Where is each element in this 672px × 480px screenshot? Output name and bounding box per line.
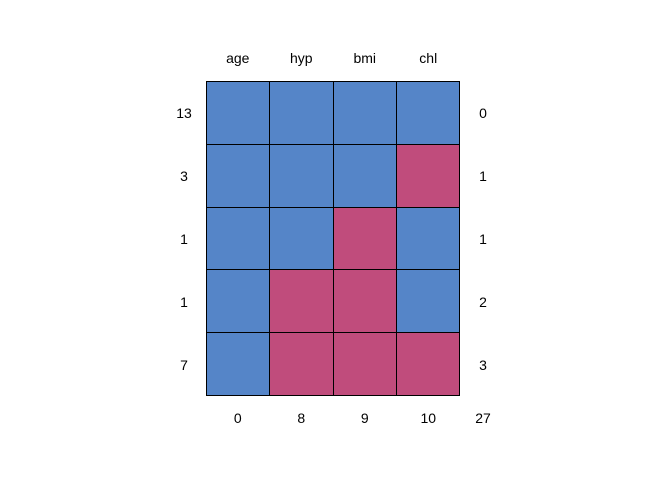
pattern-cell-observed [207,333,270,395]
pattern-cell-observed [207,270,270,333]
pattern-cell-observed [396,82,459,144]
row-missing-count-label: 1 [479,167,487,184]
pattern-cell-observed [396,207,459,270]
column-headers: age hyp bmi chl [206,48,460,68]
column-header: chl [419,50,438,66]
row-frequency-label: 7 [180,356,188,373]
column-missing-count-label: 0 [233,410,242,426]
column-missing-count-labels: 0 8 9 10 [206,408,460,428]
column-header: age [226,50,250,66]
column-missing-count-label: 8 [297,410,306,426]
pattern-grid [206,81,460,396]
column-missing-count-label: 10 [420,410,437,426]
pattern-cell-observed [207,82,270,144]
column-header: hyp [289,50,313,66]
row-missing-count-label: 3 [479,356,487,373]
total-missing-label: 27 [475,410,491,426]
pattern-cell-missing [270,333,333,395]
pattern-cell-observed [270,82,333,144]
pattern-cell-observed [270,144,333,207]
column-missing-count-label: 9 [360,410,369,426]
pattern-cell-missing [333,270,396,333]
row-frequency-label: 13 [176,104,192,121]
pattern-cell-missing [270,270,333,333]
row-missing-count-label: 1 [479,230,487,247]
pattern-cell-missing [396,333,459,395]
pattern-cell-observed [207,144,270,207]
column-header: bmi [353,50,377,66]
row-frequency-label: 1 [180,230,188,247]
pattern-cell-observed [396,270,459,333]
pattern-cell-missing [396,144,459,207]
row-missing-count-labels: 0 1 1 2 3 [461,81,505,396]
pattern-cell-missing [333,333,396,395]
pattern-cell-missing [333,207,396,270]
row-frequency-label: 1 [180,293,188,310]
pattern-cell-observed [207,207,270,270]
pattern-cell-observed [333,82,396,144]
pattern-cell-observed [333,144,396,207]
row-frequency-labels: 13 3 1 1 7 [162,81,206,396]
row-frequency-label: 3 [180,167,188,184]
row-missing-count-label: 2 [479,293,487,310]
pattern-cell-observed [270,207,333,270]
row-missing-count-label: 0 [479,104,487,121]
